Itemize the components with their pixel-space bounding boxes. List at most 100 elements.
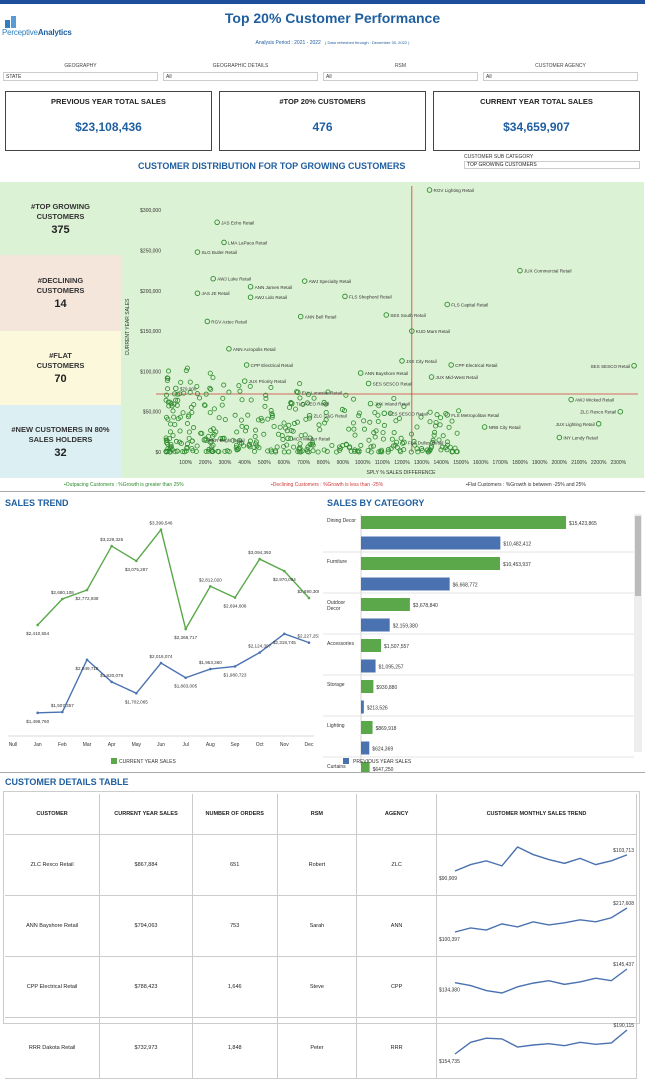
column-header[interactable]: AGENCY <box>356 794 437 835</box>
sparkline-end-label: $145,437 <box>613 962 634 968</box>
bar-previous-year <box>361 577 450 591</box>
point-label: RGV Aztec Retail <box>211 319 247 324</box>
logo-text-bold: Analytics <box>37 28 72 37</box>
logo-text-light: Perceptive <box>2 28 38 37</box>
scatter-point <box>426 187 433 193</box>
scatter-point <box>209 448 215 454</box>
scatter-point <box>372 434 378 440</box>
scatter-point <box>251 444 257 450</box>
scatter-point <box>449 418 455 424</box>
segment-top-growing[interactable]: #TOP GROWING CUSTOMERS 375 <box>0 182 121 255</box>
scatter-point <box>295 389 301 396</box>
rsm-select[interactable]: All <box>323 72 478 81</box>
segment-flat[interactable]: #FLAT CUSTOMERS 70 <box>0 331 121 405</box>
scatter-point <box>164 414 170 420</box>
scatter-point <box>271 423 277 429</box>
table-row[interactable]: ZLC Rexco Retail $867,884 651 Robert ZLC… <box>5 834 638 896</box>
scatter-point <box>167 429 173 435</box>
scatter-point <box>297 395 303 401</box>
legend-label-current: CURRENT YEAR SALES <box>119 759 176 765</box>
column-header[interactable]: CURRENT YEAR SALES <box>99 794 193 835</box>
scatter-point <box>286 449 292 455</box>
scatter-point <box>202 402 208 408</box>
scatter-point <box>191 425 197 431</box>
bar-value-label: $6,668,772 <box>453 583 478 589</box>
scatter-point <box>226 346 232 352</box>
agency-select[interactable]: All <box>483 72 638 81</box>
point-label: AWJ Luke Retail <box>217 277 251 282</box>
segment-new-customers[interactable]: #NEW CUSTOMERS IN 80% SALES HOLDERS 32 <box>0 405 121 478</box>
scatter-point <box>207 370 213 376</box>
sparkline-chart: $90,909 $103,713 <box>439 845 634 882</box>
subcategory-select[interactable]: TOP GROWING CUSTOMERS <box>464 161 640 169</box>
scatter-point <box>310 448 316 454</box>
cell-agency: ANN <box>356 895 437 957</box>
scatter-point <box>309 441 315 447</box>
x-tick-label: Aug <box>206 742 215 748</box>
sales-trend-chart[interactable]: Null Jan Feb Mar Apr May Jun Jul Aug Sep Oct Nov Dec… <box>3 510 319 772</box>
scatter-point <box>287 404 293 410</box>
scatter-point <box>235 446 241 452</box>
sales-by-category-chart[interactable]: Dining Decor $15,423,865 $10,482,412 Furnit… <box>323 510 645 772</box>
scatter-point <box>238 417 244 423</box>
scatter-point <box>391 395 397 401</box>
x-tick-label: Feb <box>58 742 67 748</box>
point-label: RGV Lighting Retail <box>434 188 474 193</box>
column-header[interactable]: NUMBER OF ORDERS <box>192 794 278 835</box>
point-label: LMA LaPaca Retail <box>228 240 267 245</box>
scatter-point <box>236 383 242 389</box>
scatter-point <box>399 358 405 364</box>
scatter-chart[interactable]: CURRENT YEAR SALES SPLY % SALES DIFFERENC… <box>121 182 644 478</box>
top-accent-bar <box>0 0 645 4</box>
scatter-point <box>233 445 239 451</box>
scatter-point <box>306 412 313 419</box>
column-header[interactable]: RSM <box>277 794 358 835</box>
scatter-point <box>291 444 297 450</box>
cell-orders: 1,646 <box>192 956 278 1018</box>
segment-declining[interactable]: #DECLINING CUSTOMERS 14 <box>0 255 121 331</box>
scatter-point <box>317 427 323 433</box>
scatter-point <box>401 403 407 409</box>
scatter-point <box>221 239 227 246</box>
geographic-details-select[interactable]: All <box>163 72 318 81</box>
table-row[interactable]: RRR Dakota Retail $732,973 1,848 Peter R… <box>5 1017 638 1079</box>
scatter-point <box>397 447 403 453</box>
sparkline-line <box>454 1028 628 1055</box>
scatter-point <box>368 449 374 455</box>
scatter-point <box>222 448 228 454</box>
table-row[interactable]: CPP Electrical Retail $788,423 1,646 Ste… <box>5 956 638 1018</box>
scatter-point <box>439 444 445 450</box>
cell-customer: ZLC Rexco Retail <box>5 834 101 896</box>
y-tick-label: $250,000 <box>140 248 161 254</box>
scatter-point <box>444 301 450 308</box>
cell-sparkline: $100,397 $217,608 <box>436 895 638 957</box>
scatter-point <box>210 375 216 381</box>
scatter-point <box>334 449 340 455</box>
bar-value-label: $1,507,557 <box>384 644 409 650</box>
data-label: $1,820,079 <box>100 673 123 678</box>
category-label: Furniture <box>327 559 347 565</box>
cell-sparkline: $154,735 $190,115 <box>436 1017 638 1079</box>
geography-select[interactable]: STATE <box>3 72 158 81</box>
scatter-point <box>297 445 303 451</box>
bar-current-year <box>361 598 410 611</box>
kpi-current-year-sales: CURRENT YEAR TOTAL SALES $34,659,907 <box>433 91 640 151</box>
point-label: SES South Retail <box>390 313 426 318</box>
sparkline-chart: $154,735 $190,115 <box>439 1023 634 1065</box>
y-tick-label: $200,000 <box>140 289 161 295</box>
scatter-point <box>385 449 391 455</box>
table-row[interactable]: ANN Bayshore Retail $794,063 753 Sarah A… <box>5 895 638 957</box>
scatter-point <box>224 448 230 454</box>
cell-sales: $732,973 <box>99 1017 193 1079</box>
column-header[interactable]: CUSTOMER MONTHLY SALES TREND <box>436 794 638 835</box>
scatter-point <box>419 446 425 452</box>
scatter-point <box>595 421 602 427</box>
scatter-point <box>376 403 382 409</box>
data-point <box>307 596 311 600</box>
scatter-point <box>171 401 177 407</box>
customer-details-table: CUSTOMER CURRENT YEAR SALES NUMBER OF OR… <box>5 794 638 1079</box>
scatter-point <box>342 293 348 300</box>
column-header[interactable]: CUSTOMER <box>5 794 101 835</box>
x-tick-label: 1700% <box>493 460 509 466</box>
page-title: Top 20% Customer Performance <box>224 10 441 26</box>
